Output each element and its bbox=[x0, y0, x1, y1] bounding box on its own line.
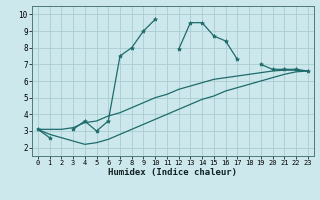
X-axis label: Humidex (Indice chaleur): Humidex (Indice chaleur) bbox=[108, 168, 237, 177]
